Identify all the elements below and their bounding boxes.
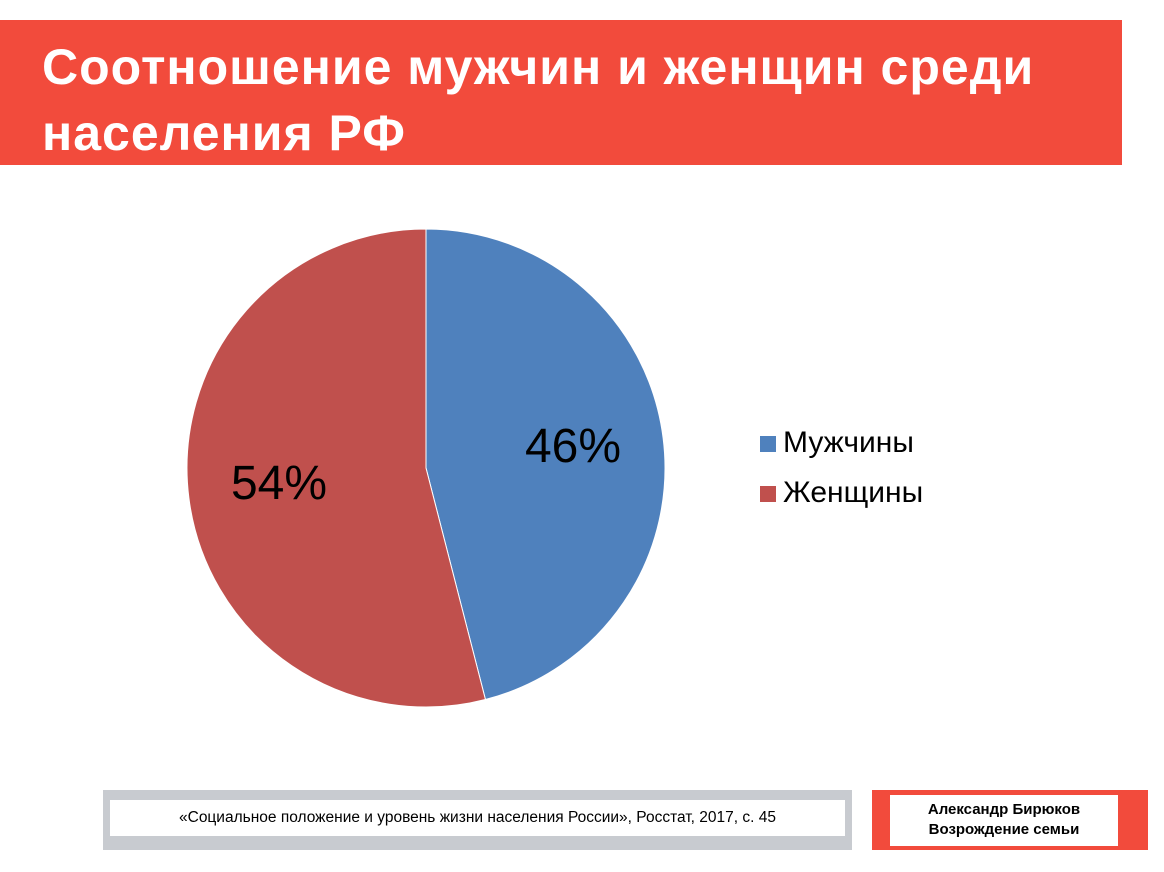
pie-slice (186, 228, 487, 708)
author-inner: Александр Бирюков Возрождение семьи (890, 795, 1118, 846)
pie-slice (425, 228, 666, 701)
project-name: Возрождение семьи (928, 821, 1080, 838)
data-label: 46% (525, 420, 621, 473)
data-label: 54% (231, 457, 327, 510)
legend-swatch (760, 486, 776, 502)
source-text: «Социальное положение и уровень жизни на… (110, 800, 845, 836)
author-box: Александр Бирюков Возрождение семьи (872, 790, 1148, 850)
legend-label: Женщины (783, 476, 923, 509)
author-name: Александр Бирюков (927, 801, 1081, 818)
title-banner: Соотношение мужчин и женщин среди населе… (0, 20, 1122, 165)
chart-title: Соотношение мужчин и женщин среди населе… (42, 39, 1035, 161)
legend-label: Мужчины (783, 426, 914, 459)
chart: 46% Мужчины 54% Женщины (186, 228, 923, 708)
legend-swatch (760, 436, 776, 452)
source-box: «Социальное положение и уровень жизни на… (103, 790, 852, 850)
